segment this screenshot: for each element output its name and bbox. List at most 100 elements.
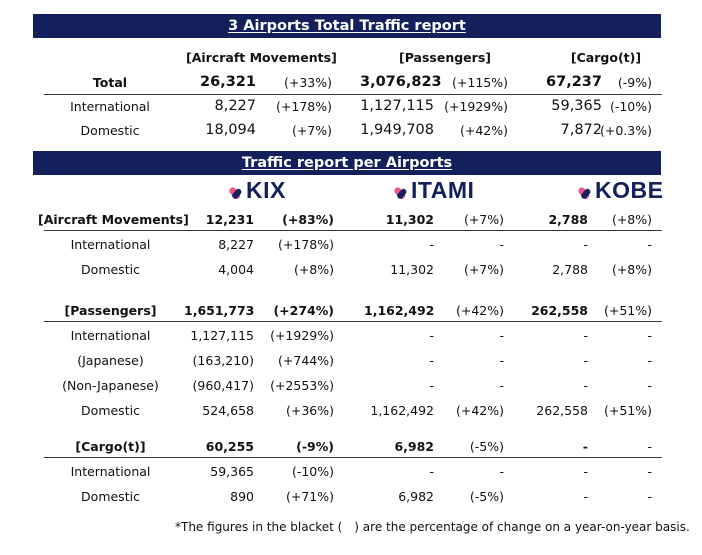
- cell-kobe-pct: (+8%): [611, 212, 652, 227]
- cell-kix: 890: [230, 489, 254, 504]
- cell-itami-pct: (-5%): [469, 439, 504, 454]
- dom-cargo: 7,872: [560, 122, 602, 138]
- cell-kix: (960,417): [192, 378, 254, 393]
- cell-kix: 1,127,115: [190, 328, 254, 343]
- dom-pax: 1,949,708: [360, 122, 434, 138]
- itami-logo-icon: [394, 187, 407, 200]
- cell-itami-pct: -: [499, 353, 504, 368]
- cell-itami-pct: -: [499, 328, 504, 343]
- cell-itami: 1,162,492: [370, 403, 434, 418]
- cell-kix: 1,651,773: [184, 303, 255, 318]
- cell-kobe: -: [583, 237, 588, 252]
- cell-itami: -: [429, 237, 434, 252]
- cell-itami-pct: -: [499, 237, 504, 252]
- total-cargo-pct: (-9%): [617, 75, 652, 90]
- cell-label: Domestic: [81, 489, 140, 504]
- cell-kobe: 262,558: [536, 403, 588, 418]
- cell-kix-pct: (+71%): [285, 489, 334, 504]
- col-header-aircraft-movements: [Aircraft Movements]: [186, 50, 337, 65]
- cell-kobe: -: [583, 464, 588, 479]
- intl-cargo: 59,365: [551, 98, 602, 114]
- kix-logo-icon: [229, 187, 242, 200]
- total-pax-pct: (+115%): [452, 75, 508, 90]
- cell-kix-pct: (+744%): [278, 353, 334, 368]
- kobe-logo-icon: [578, 187, 591, 200]
- cell-itami-pct: (+7%): [463, 212, 504, 227]
- intl-pax: 1,127,115: [360, 98, 434, 114]
- total-report-banner: 3 Airports Total Traffic report: [33, 14, 661, 38]
- cell-itami: 1,162,492: [364, 303, 435, 318]
- col-header-passengers: [Passengers]: [399, 50, 491, 65]
- cell-label: Domestic: [81, 403, 140, 418]
- intl-pax-pct: (+1929%): [444, 99, 508, 114]
- intl-am: 8,227: [214, 98, 256, 114]
- cell-itami-pct: -: [499, 378, 504, 393]
- cell-kix-pct: (-10%): [291, 464, 334, 479]
- section-divider: [44, 457, 662, 458]
- cell-kix: 60,255: [205, 439, 254, 454]
- cell-kix: 524,658: [202, 403, 254, 418]
- section-divider: [44, 321, 662, 322]
- intl-row-label: International: [70, 99, 150, 114]
- cell-kobe-pct: -: [647, 353, 652, 368]
- cell-kobe-pct: -: [647, 328, 652, 343]
- cell-kix-pct: (+8%): [293, 262, 334, 277]
- cell-itami-pct: (-5%): [469, 489, 504, 504]
- footnote: *The figures in the blacket ( ) are the …: [175, 520, 690, 534]
- section-divider: [44, 230, 662, 231]
- total-divider: [44, 94, 662, 95]
- cell-kobe-pct: (+8%): [611, 262, 652, 277]
- total-cargo: 67,237: [546, 74, 602, 90]
- cell-kobe-pct: -: [647, 489, 652, 504]
- per-airport-title: Traffic report per Airports: [241, 155, 453, 171]
- cell-label: International: [70, 464, 151, 479]
- cell-itami: 11,302: [390, 262, 434, 277]
- per-airport-banner: Traffic report per Airports: [33, 151, 661, 175]
- intl-am-pct: (+178%): [276, 99, 332, 114]
- kobe-logo-text: KOBE: [595, 177, 664, 203]
- cell-kix: 59,365: [210, 464, 254, 479]
- col-header-cargo: [Cargo(t)]: [570, 50, 642, 65]
- total-row-label: Total: [92, 75, 128, 90]
- total-report-title: 3 Airports Total Traffic report: [228, 18, 466, 34]
- cell-kobe: -: [582, 439, 588, 454]
- cell-kix-pct: (+274%): [273, 303, 334, 318]
- cell-itami-pct: -: [499, 464, 504, 479]
- cell-kix-pct: (+1929%): [270, 328, 334, 343]
- cell-itami: -: [429, 353, 434, 368]
- itami-logo-text: ITAMI: [411, 177, 475, 203]
- dom-am: 18,094: [205, 122, 256, 138]
- dom-am-pct: (+7%): [291, 123, 332, 138]
- cell-kix-pct: (+36%): [285, 403, 334, 418]
- cell-kobe-pct: -: [647, 378, 652, 393]
- cell-kix-pct: (+178%): [278, 237, 334, 252]
- cell-kix: 12,231: [205, 212, 254, 227]
- intl-cargo-pct: (-10%): [609, 99, 652, 114]
- total-am-pct: (+33%): [283, 75, 332, 90]
- cell-itami: -: [429, 464, 434, 479]
- cell-kobe: -: [583, 328, 588, 343]
- cell-label: Domestic: [81, 262, 140, 277]
- cell-label: (Non-Japanese): [62, 378, 159, 393]
- dom-cargo-pct: (+0.3%): [600, 123, 652, 138]
- cell-kobe-pct: -: [647, 439, 652, 454]
- dom-row-label: Domestic: [80, 123, 140, 138]
- cell-kix: 4,004: [218, 262, 254, 277]
- cell-label: [Aircraft Movements]: [38, 212, 189, 227]
- cell-kix: (163,210): [192, 353, 254, 368]
- cell-kobe: -: [583, 489, 588, 504]
- itami-logo: ITAMI: [394, 177, 474, 204]
- cell-itami: -: [429, 378, 434, 393]
- cell-label: International: [70, 328, 151, 343]
- cell-kobe: 262,558: [531, 303, 588, 318]
- cell-kix-pct: (+83%): [282, 212, 334, 227]
- cell-itami: 6,982: [398, 489, 434, 504]
- cell-kobe-pct: -: [647, 237, 652, 252]
- cell-label: [Cargo(t)]: [75, 439, 146, 454]
- cell-itami-pct: (+42%): [455, 403, 504, 418]
- cell-itami-pct: (+7%): [463, 262, 504, 277]
- cell-kobe-pct: (+51%): [603, 303, 652, 318]
- cell-itami: -: [429, 328, 434, 343]
- cell-kobe: -: [583, 353, 588, 368]
- cell-kix-pct: (-9%): [296, 439, 334, 454]
